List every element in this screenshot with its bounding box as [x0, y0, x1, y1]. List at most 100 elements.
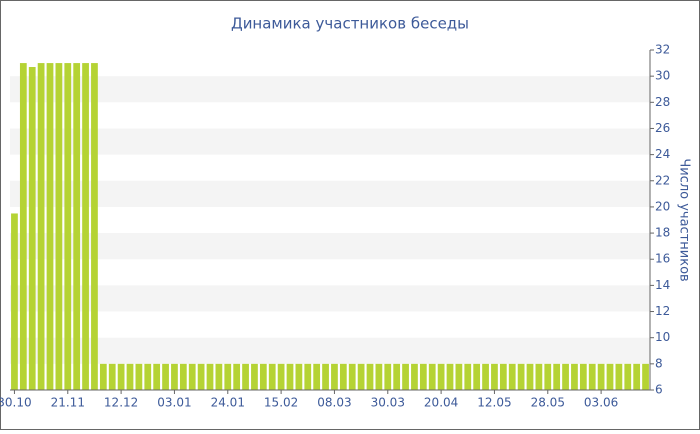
bar [46, 63, 54, 390]
bar [108, 363, 116, 390]
bar [126, 363, 134, 390]
x-tick-label: 28.05 [531, 396, 565, 410]
bar [37, 63, 45, 390]
y-tick-label: 16 [655, 252, 670, 266]
bar [464, 363, 472, 390]
y-tick-label: 28 [655, 95, 670, 109]
bar [366, 363, 374, 390]
x-tick-label: 03.01 [157, 396, 191, 410]
bar [251, 363, 258, 390]
bar [91, 63, 98, 390]
bar [286, 363, 294, 390]
bar [28, 67, 36, 390]
grid-band [10, 233, 650, 260]
bar [179, 363, 187, 390]
bar [55, 63, 63, 390]
bar [553, 363, 561, 390]
x-tick-label: 24.01 [211, 396, 245, 410]
bar [11, 213, 18, 390]
bar [188, 363, 196, 390]
bar [73, 63, 81, 390]
y-tick-label: 32 [655, 43, 670, 57]
bar [544, 363, 552, 390]
bar [117, 363, 125, 390]
bar [455, 363, 463, 390]
bar [624, 363, 632, 390]
grid-band [10, 337, 650, 364]
bar [446, 363, 454, 390]
y-tick-label: 24 [655, 147, 670, 161]
bar [215, 363, 223, 390]
bar [331, 363, 338, 390]
bar [135, 363, 143, 390]
x-tick-label: 15.02 [264, 396, 298, 410]
bar [615, 363, 623, 390]
bar [526, 363, 534, 390]
bar [82, 63, 89, 390]
bar [402, 363, 409, 390]
bar [313, 363, 321, 390]
x-tick-label: 12.05 [477, 396, 511, 410]
bar [375, 363, 383, 390]
bar [295, 363, 303, 390]
bar [357, 363, 365, 390]
bar [562, 363, 569, 390]
bar [499, 363, 507, 390]
bar [606, 363, 614, 390]
grid-band [10, 76, 650, 103]
bar [162, 363, 169, 390]
y-tick-label: 22 [655, 173, 670, 187]
x-tick-label: 08.03 [317, 396, 351, 410]
grid-band [10, 180, 650, 207]
bar [224, 363, 232, 390]
bar [348, 363, 356, 390]
x-tick-label: 30.10 [0, 396, 32, 410]
bar [579, 363, 587, 390]
bar [633, 363, 641, 390]
y-tick-label: 8 [655, 356, 663, 370]
y-tick-label: 26 [655, 121, 670, 135]
bar [411, 363, 418, 390]
grid-band [10, 128, 650, 155]
bar [144, 363, 152, 390]
y-tick-label: 10 [655, 330, 670, 344]
bar [339, 363, 347, 390]
bar [206, 363, 214, 390]
y-tick-label: 6 [655, 383, 663, 397]
bar [99, 363, 107, 390]
bar [393, 363, 401, 390]
x-tick-label: 03.06 [584, 396, 618, 410]
y-axis-label: Число участников [677, 158, 692, 281]
x-tick-label: 21.11 [51, 396, 85, 410]
bar [491, 363, 498, 390]
bar [259, 363, 267, 390]
bar [535, 363, 543, 390]
bar [571, 363, 578, 390]
bar [268, 363, 276, 390]
x-tick-label: 20.04 [424, 396, 458, 410]
bar [588, 363, 596, 390]
bar [197, 363, 205, 390]
bar [277, 363, 285, 390]
y-tick-label: 30 [655, 69, 670, 83]
bar [153, 363, 161, 390]
y-tick-label: 14 [655, 278, 670, 292]
bar [597, 363, 605, 390]
bar [437, 363, 445, 390]
bar [642, 363, 649, 390]
y-tick-label: 20 [655, 199, 670, 213]
bar [517, 363, 525, 390]
bar [482, 363, 489, 390]
bar [428, 363, 436, 390]
x-tick-label: 12.12 [104, 396, 138, 410]
bar [419, 363, 427, 390]
bar [171, 363, 178, 390]
y-tick-label: 18 [655, 226, 670, 240]
bar [233, 363, 241, 390]
chart-title: Динамика участников беседы [231, 15, 469, 33]
bar [242, 363, 249, 390]
grid-band [10, 285, 650, 312]
bar [384, 363, 392, 390]
bar [508, 363, 516, 390]
